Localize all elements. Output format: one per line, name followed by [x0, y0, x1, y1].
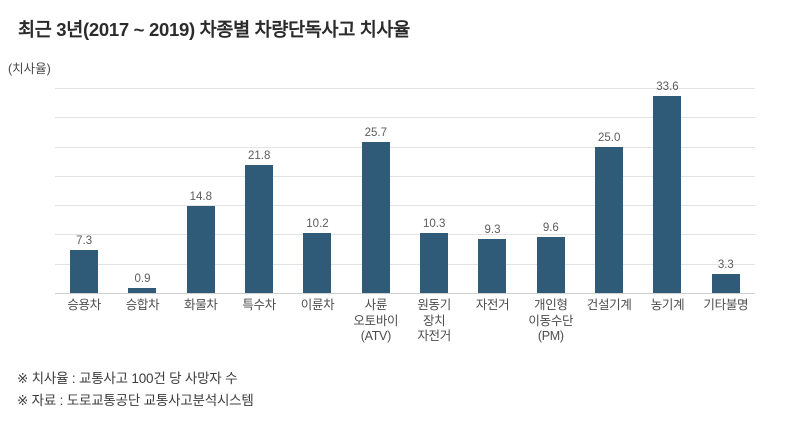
gridline [55, 88, 755, 89]
x-axis-label-line: 개인형 [534, 298, 568, 312]
bar[interactable] [711, 273, 740, 293]
x-axis-label-line: 오토바이 [353, 313, 399, 328]
bar-slot: 14.8 [172, 88, 230, 293]
x-axis-label-line: (PM) [537, 329, 564, 343]
gridline [55, 175, 755, 177]
bar-value-label: 9.3 [484, 223, 501, 236]
x-axis-baseline [55, 293, 755, 294]
x-axis-category-labels: 승용차 승합차 화물차 특수차 이륜차 사륜 오토바이 (ATV) 원동기 장치 자전거 자전거 개인형… [55, 298, 755, 358]
gridline [55, 234, 755, 236]
x-axis-label-line: 건설기계 [586, 298, 632, 312]
bar-slot: 9.6 [522, 88, 580, 293]
bar[interactable] [303, 233, 332, 293]
x-axis-category-label: 개인형 이동수단 (PM) [518, 298, 584, 345]
bar-slot: 25.7 [347, 88, 405, 293]
bar-value-label: 21.8 [247, 150, 271, 163]
x-axis-label-line: 기타불명 [703, 298, 749, 312]
x-axis-label-line: (ATV) [360, 329, 392, 343]
x-axis-label-line: 농기계 [650, 298, 685, 312]
x-axis-label-line: 이륜차 [300, 298, 335, 312]
x-axis-label-line: 자전거 [475, 298, 510, 312]
x-axis-category-label: 승용차 [51, 298, 117, 314]
bar-value-label: 7.3 [76, 235, 93, 248]
bar-slot: 33.6 [638, 81, 696, 293]
y-axis-unit-label: (치사율) [8, 62, 51, 76]
x-axis-label-line: 승용차 [67, 298, 101, 312]
bar-slot: 9.3 [463, 88, 521, 293]
bar[interactable] [361, 142, 390, 293]
footnotes: ※ 치사율 : 교통사고 100건 당 사망자 수 ※ 자료 : 도로교통공단 교… [17, 368, 254, 412]
x-axis-label-line: 자전거 [417, 329, 451, 343]
bar-value-label: 14.8 [189, 191, 213, 204]
bar-slot: 0.9 [113, 88, 171, 293]
page-title: 최근 3년(2017 ~ 2019) 차종별 차량단독사고 치사율 [18, 19, 410, 40]
x-axis-category-label: 승합차 [110, 298, 176, 314]
bar-value-label: 10.2 [306, 218, 329, 231]
x-axis-category-label: 화물차 [168, 298, 234, 314]
x-axis-category-label: 농기계 [635, 298, 701, 314]
bars-group: 7.3 0.9 14.8 21.8 10.2 25.7 10.3 9.3 9.6 25.0 33.6… [55, 81, 755, 293]
x-axis-category-label: 자전거 [460, 298, 526, 314]
gridline [55, 263, 755, 265]
bar-slot: 21.8 [230, 88, 288, 293]
x-axis-label-line: 사륜 [364, 298, 388, 312]
bar-slot: 7.3 [55, 88, 113, 293]
x-axis-label-line: 이동수단 [528, 313, 574, 328]
bar-slot: 25.0 [580, 88, 638, 293]
gridline [55, 146, 755, 148]
x-axis-label-line: 장치 [422, 313, 446, 328]
bar-slot: 10.2 [288, 88, 346, 293]
bar-value-label: 25.0 [597, 131, 621, 144]
bar[interactable] [536, 236, 565, 293]
x-axis-category-label: 사륜 오토바이 (ATV) [343, 298, 409, 345]
bar[interactable] [70, 250, 99, 293]
bar[interactable] [245, 165, 274, 293]
gridline [55, 205, 755, 207]
bar[interactable] [128, 287, 157, 293]
x-axis-label-line: 원동기 [417, 298, 451, 312]
bar-value-label: 25.7 [364, 127, 388, 140]
bar[interactable] [420, 232, 449, 293]
chart-plot-area: 05101520253035 7.30.914.821.810.225.710.… [55, 81, 755, 294]
bar-slot: 3.3 [697, 88, 755, 293]
bar[interactable] [595, 146, 624, 293]
bar-slot: 10.3 [405, 88, 463, 293]
x-axis-category-label: 기타불명 [693, 298, 759, 314]
footnote-line: ※ 치사율 : 교통사고 100건 당 사망자 수 [17, 371, 238, 386]
gridline [55, 117, 755, 119]
footnote-line: ※ 자료 : 도로교통공단 교통사고분석시스템 [17, 393, 254, 408]
bar[interactable] [478, 238, 507, 293]
x-axis-category-label: 건설기계 [576, 298, 642, 314]
bar[interactable] [653, 96, 682, 293]
bar-value-label: 0.9 [134, 272, 151, 285]
x-axis-category-label: 특수차 [226, 298, 292, 314]
x-axis-label-line: 특수차 [242, 298, 276, 312]
x-axis-label-line: 승합차 [125, 298, 160, 312]
x-axis-category-label: 이륜차 [285, 298, 351, 314]
x-axis-category-label: 원동기 장치 자전거 [401, 298, 467, 345]
bar-value-label: 9.6 [542, 221, 559, 234]
bar-value-label: 33.6 [656, 81, 679, 94]
x-axis-label-line: 화물차 [184, 298, 218, 312]
bar[interactable] [186, 206, 215, 293]
bar-value-label: 3.3 [717, 258, 734, 271]
bar-value-label: 10.3 [422, 217, 446, 230]
